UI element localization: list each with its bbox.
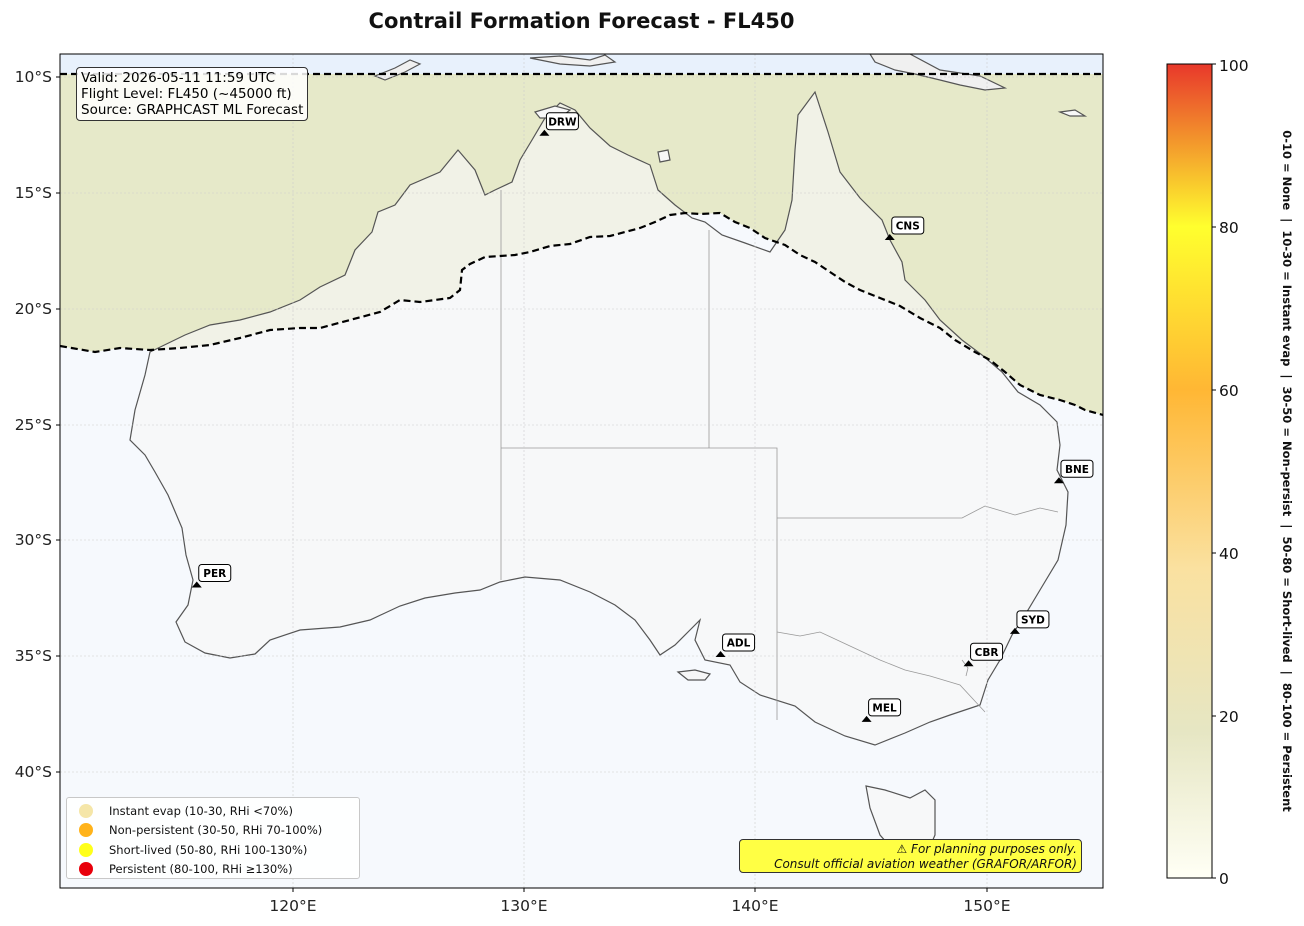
lon-label-150e: 150°E: [963, 897, 1010, 915]
lat-label-35s: 35°S: [15, 647, 52, 665]
airport-mel: MEL: [861, 698, 902, 722]
airport-marker-icon: [963, 660, 974, 667]
lat-label-15s: 15°S: [15, 184, 52, 202]
colorbar-description: 0-10 = None | 10-30 = Instant evap | 30-…: [1280, 130, 1294, 812]
legend-label: Persistent (80-100, RHi ≥130%): [109, 862, 293, 877]
airport-cns: CNS: [884, 216, 925, 241]
colorbar: [1166, 63, 1213, 879]
map-frame: [59, 53, 1104, 889]
small-island-east: [1057, 109, 1088, 117]
forecast-info-box: Valid: 2026-05-11 11:59 UTC Flight Level…: [76, 67, 309, 121]
airport-code-label: SYD: [1021, 614, 1045, 626]
airport-label-box: [868, 698, 902, 717]
airport-marker-icon: [191, 581, 202, 588]
map-legend: Instant evap (10-30, RHi <70%) Non-persi…: [66, 797, 360, 879]
legend-label: Non-persistent (30-50, RHi 70-100%): [109, 823, 323, 838]
airport-code-label: CBR: [975, 647, 999, 659]
airports-layer: DRW CNS BNE PER ADL SYD CBR MEL: [191, 112, 1094, 722]
airport-code-label: ADL: [727, 638, 751, 650]
legend-marker-persistent: [79, 862, 93, 877]
airport-code-label: CNS: [896, 221, 920, 233]
airport-marker-icon: [1009, 627, 1020, 634]
legend-label: Instant evap (10-30, RHi <70%): [109, 803, 293, 818]
airport-per: PER: [191, 564, 232, 588]
colorbar-tick-40: 40: [1219, 545, 1239, 563]
airport-cbr: CBR: [963, 642, 1004, 667]
axis-ticks: [56, 76, 988, 892]
colorbar-ticks: [1212, 63, 1216, 879]
colorbar-tick-0: 0: [1219, 870, 1229, 888]
map-area: DRW CNS BNE PER ADL SYD CBR MEL: [60, 54, 1103, 888]
legend-item-persistent: Persistent (80-100, RHi ≥130%): [79, 860, 359, 880]
flight-level: Flight Level: FL450 (~45000 ft): [81, 86, 292, 102]
legend-marker-short-lived: [79, 842, 93, 857]
airport-label-box: [970, 642, 1004, 661]
legend-item-short-lived: Short-lived (50-80, RHi 100-130%): [79, 840, 359, 860]
lon-label-140e: 140°E: [731, 897, 778, 915]
airport-label-box: [198, 564, 232, 583]
colorbar-tick-20: 20: [1219, 708, 1239, 726]
instant-evap-zone: [60, 74, 1103, 415]
airport-bne: BNE: [1053, 459, 1094, 484]
colorbar-tick-100: 100: [1219, 57, 1249, 75]
legend-item-instant-evap: Instant evap (10-30, RHi <70%): [79, 801, 359, 821]
airport-code-label: BNE: [1065, 464, 1089, 476]
airport-code-label: PER: [203, 568, 226, 580]
islands-north: [529, 54, 617, 67]
airport-label-box: [722, 633, 756, 652]
lat-label-40s: 40°S: [15, 763, 52, 781]
instant-evap-boundary-line: [60, 211, 1103, 417]
airport-code-label: DRW: [548, 116, 577, 128]
lat-label-20s: 20°S: [15, 300, 52, 318]
airport-marker-icon: [884, 234, 895, 241]
groote-island: [657, 149, 671, 163]
lat-label-30s: 30°S: [15, 531, 52, 549]
airport-marker-icon: [715, 651, 726, 658]
airport-adl: ADL: [715, 633, 756, 658]
airport-syd: SYD: [1009, 610, 1050, 634]
new-guinea-land: [869, 54, 1008, 91]
airport-label-box: [891, 216, 925, 235]
lon-label-130e: 130°E: [500, 897, 547, 915]
legend-marker-non-persistent: [79, 823, 93, 838]
planning-disclaimer: ⚠ For planning purposes only. Consult of…: [739, 839, 1082, 873]
colorbar-tick-60: 60: [1219, 382, 1239, 400]
airport-label-box: [1016, 610, 1050, 629]
lat-label-10s: 10°S: [15, 68, 52, 86]
lat-label-25s: 25°S: [15, 416, 52, 434]
disclaimer-line-2: Consult official aviation weather (GRAFO…: [774, 857, 1077, 871]
colorbar-tick-80: 80: [1219, 219, 1239, 237]
lon-label-120e: 120°E: [269, 897, 316, 915]
legend-marker-instant-evap: [79, 803, 93, 818]
kangaroo-island: [676, 669, 712, 681]
airport-marker-icon: [1053, 477, 1064, 484]
data-source: Source: GRAPHCAST ML Forecast: [81, 102, 304, 118]
airport-code-label: MEL: [872, 702, 897, 714]
gridlines: [60, 54, 1103, 888]
disclaimer-line-1: ⚠ For planning purposes only.: [896, 842, 1077, 856]
legend-label: Short-lived (50-80, RHi 100-130%): [109, 842, 308, 857]
airport-label-box: [545, 112, 579, 131]
australia-land: [129, 90, 1069, 746]
airport-marker-icon: [539, 129, 550, 136]
airport-marker-icon: [861, 715, 872, 722]
timor-land: [373, 59, 422, 81]
map-title: Contrail Formation Forecast - FL450: [368, 9, 795, 33]
airport-label-box: [1060, 459, 1094, 478]
valid-time: Valid: 2026-05-11 11:59 UTC: [81, 70, 276, 86]
airport-drw: DRW: [539, 112, 579, 136]
legend-item-non-persistent: Non-persistent (30-50, RHi 70-100%): [79, 821, 359, 841]
